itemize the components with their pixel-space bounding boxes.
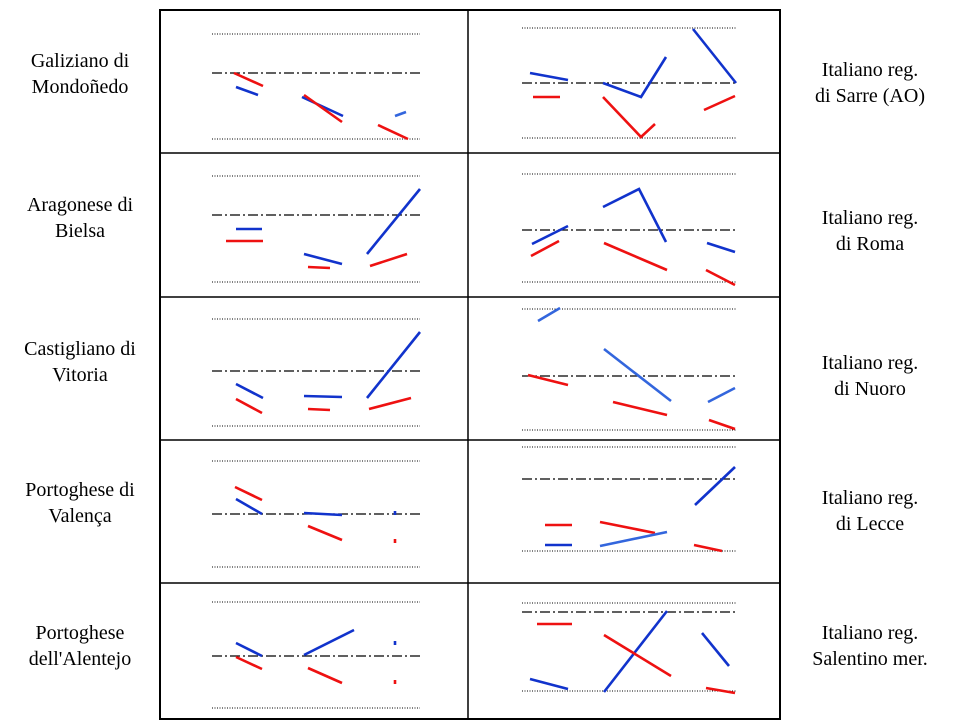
right-panel-1-blue-contour-4 [602, 56, 668, 99]
row-4-right-label: Italiano reg. di Lecce [790, 485, 950, 537]
right-panel-5-red-contour-4 [603, 633, 672, 678]
left-panel-4-red-contour-4 [307, 524, 343, 542]
right-panel-5-red-contour-6 [705, 686, 736, 695]
row-4-left-label-line-2: Valença [48, 505, 112, 527]
row-3-left-label: Castigliano di Vitoria [0, 336, 160, 388]
left-panel-2-blue-contour-5 [365, 188, 422, 255]
left-panel-1-light-blue-contour-6 [394, 110, 407, 118]
right-panel-3-red-contour-6 [708, 418, 736, 431]
left-panel-1-red-contour-4 [303, 93, 343, 124]
right-panel-2-blue-contour-3 [602, 187, 668, 243]
left-panel-2-red-contour-4 [307, 265, 331, 270]
right-panel-2-blue-contour-5 [706, 241, 736, 254]
right-panel-2-red-contour-4 [603, 241, 668, 272]
left-panel-3-red-contour-2 [235, 397, 263, 415]
left-panel-3-red-contour-4 [307, 407, 331, 412]
right-panel-4-red-contour-3 [599, 520, 656, 535]
left-panel-1-blue-contour-3 [301, 95, 344, 118]
row-1-left-label-line-1: Galiziano di [30, 50, 130, 72]
left-panel-3-blue-contour-5 [365, 331, 422, 399]
right-panel-3-red-contour-2 [527, 373, 569, 387]
row-4-right-label-line-2: di Lecce [835, 513, 905, 535]
left-panel-5-red-contour-4 [307, 666, 343, 685]
left-panel-1-blue-contour-2 [235, 85, 259, 97]
right-panel-5-blue-contour-3 [602, 610, 669, 693]
right-panel-3-light-blue-contour-1 [537, 306, 561, 323]
row-1-right-label: Italiano reg. di Sarre (AO) [790, 57, 950, 109]
row-3-left-label-line-2: Vitoria [52, 364, 108, 386]
row-2-left-label-line-1: Aragonese di [26, 194, 134, 216]
row-4-right-label-line-1: Italiano reg. [821, 487, 919, 509]
row-2-right-label: Italiano reg. di Roma [790, 205, 950, 257]
right-panel-2-blue-contour-1 [531, 224, 569, 246]
right-panel-4-red-contour-6 [693, 543, 723, 553]
row-5-left-label-line-1: Portoghese [35, 622, 125, 644]
right-panel-3-light-blue-contour-3 [603, 347, 672, 403]
row-3-right-label-line-1: Italiano reg. [821, 352, 919, 374]
right-panel-2-red-contour-6 [705, 268, 736, 287]
right-panel-1-red-contour-6 [703, 94, 736, 112]
grid-border [159, 9, 781, 720]
right-panel-5-blue-contour-5 [700, 632, 731, 667]
left-panel-2-red-contour-6 [369, 252, 408, 268]
left-panel-4-red-contour-1 [234, 485, 263, 502]
row-4-left-label: Portoghese di Valença [0, 477, 160, 529]
left-panel-1-red-contour-5 [377, 123, 409, 141]
left-panel-3-red-contour-6 [368, 396, 412, 411]
row-3-right-label-line-2: di Nuoro [834, 378, 906, 400]
left-panel-4-blue-contour-3 [303, 511, 343, 517]
grid-frame [159, 9, 781, 720]
left-panel-5-red-contour-2 [235, 655, 263, 671]
right-panel-1-blue-contour-5 [691, 28, 738, 84]
left-panel-1-red-contour-1 [233, 71, 264, 88]
row-2-right-label-line-2: di Roma [835, 233, 905, 255]
left-panel-3-blue-contour-1 [235, 382, 264, 400]
right-panel-1-blue-contour-1 [529, 71, 569, 82]
left-panel-5-blue-contour-3 [303, 628, 355, 657]
row-1-right-label-line-1: Italiano reg. [821, 59, 919, 81]
contour-segments [226, 28, 738, 695]
row-2-right-label-line-1: Italiano reg. [821, 207, 919, 229]
row-4-left-label-line-1: Portoghese di [25, 479, 135, 501]
row-5-left-label-line-2: dell'Alentejo [28, 648, 132, 670]
row-5-right-label: Italiano reg. Salentino mer. [790, 620, 950, 672]
row-1-right-label-line-2: di Sarre (AO) [815, 85, 925, 107]
row-2-left-label: Aragonese di Bielsa [0, 192, 160, 244]
row-3-left-label-line-1: Castigliano di [24, 338, 136, 360]
right-panel-3-light-blue-contour-5 [707, 386, 736, 404]
row-5-right-label-line-1: Italiano reg. [821, 622, 919, 644]
left-panel-2-blue-contour-3 [303, 252, 343, 266]
row-1-left-label-line-2: Mondoñedo [31, 76, 129, 98]
right-panel-1-red-contour-3 [602, 96, 656, 139]
left-panel-4-blue-contour-2 [235, 497, 263, 516]
left-panel-3-blue-contour-3 [303, 394, 343, 399]
row-5-left-label: Portoghese dell'Alentejo [0, 620, 160, 672]
row-2-left-label-line-2: Bielsa [55, 220, 105, 242]
right-panel-4-light-blue-contour-4 [599, 530, 668, 548]
row-3-right-label: Italiano reg. di Nuoro [790, 350, 950, 402]
guide-lines [212, 27, 736, 709]
right-panel-2-red-contour-2 [530, 239, 560, 258]
row-5-right-label-line-2: Salentino mer. [812, 648, 928, 670]
row-1-left-label: Galiziano di Mondoñedo [0, 48, 160, 100]
right-panel-4-blue-contour-5 [694, 466, 736, 506]
left-panel-5-blue-contour-1 [235, 641, 263, 658]
right-panel-3-red-contour-4 [612, 400, 668, 417]
right-panel-5-blue-contour-2 [529, 677, 569, 691]
